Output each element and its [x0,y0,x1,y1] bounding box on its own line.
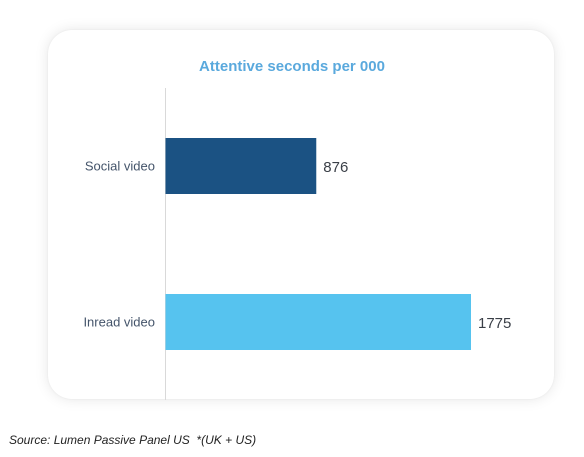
category-label: Inread video [83,315,155,330]
source-note: Source: Lumen Passive Panel US *(UK + US… [9,433,257,447]
value-label: 876 [323,159,348,176]
category-label: Social video [85,159,155,174]
chart-title: Attentive seconds per 000 [199,58,385,75]
bars-layer: Social video 876 Inread video 1775 [83,138,511,350]
bar-1 [165,138,317,194]
value-label: 1775 [478,315,511,332]
bar-2 [165,294,471,350]
